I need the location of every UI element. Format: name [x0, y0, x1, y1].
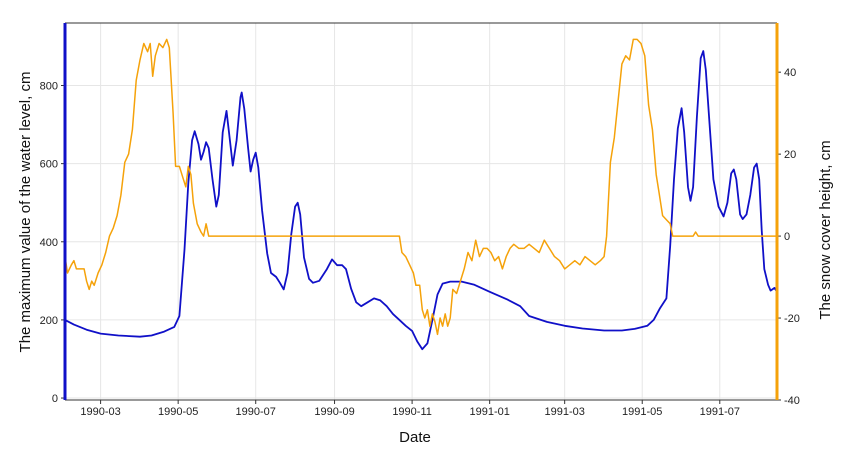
right-y-tick-label: 0	[784, 231, 790, 243]
x-tick-label: 1990-11	[392, 406, 432, 418]
right-y-tick-label: -40	[784, 395, 800, 407]
tick-labels: 1990-03 1990-05 1990-07 1990-09 1990-11 1991-…	[40, 67, 800, 418]
left-y-tick-label: 200	[40, 315, 58, 327]
y-gridlines	[65, 85, 777, 399]
water-level-line	[64, 50, 778, 351]
x-tick-label: 1991-07	[700, 406, 740, 418]
left-y-tick-label: 800	[40, 81, 58, 93]
x-tick-label: 1990-09	[314, 406, 354, 418]
x-tick-label: 1991-01	[469, 406, 509, 418]
left-y-axis-title: The maximum value of the water level, cm	[17, 72, 34, 353]
x-tick-label: 1990-03	[80, 406, 120, 418]
right-y-tick-label: 20	[784, 149, 796, 161]
x-tick-label: 1990-07	[236, 406, 276, 418]
right-y-tick-label: -20	[784, 313, 800, 325]
left-y-tick-label: 0	[52, 393, 58, 405]
x-gridlines	[100, 23, 721, 400]
left-y-tick-label: 400	[40, 237, 58, 249]
plot-lines	[64, 38, 778, 351]
left-y-tick-label: 600	[40, 159, 58, 171]
snow-cover-line	[64, 38, 777, 336]
right-y-tick-label: 40	[784, 67, 796, 79]
x-tick-label: 1991-05	[622, 406, 662, 418]
x-tick-label: 1990-05	[158, 406, 198, 418]
right-y-axis-title: The snow cover height, cm	[817, 140, 834, 319]
x-tick-label: 1991-03	[544, 406, 584, 418]
x-axis-title: Date	[399, 429, 431, 446]
axes	[61, 22, 781, 404]
